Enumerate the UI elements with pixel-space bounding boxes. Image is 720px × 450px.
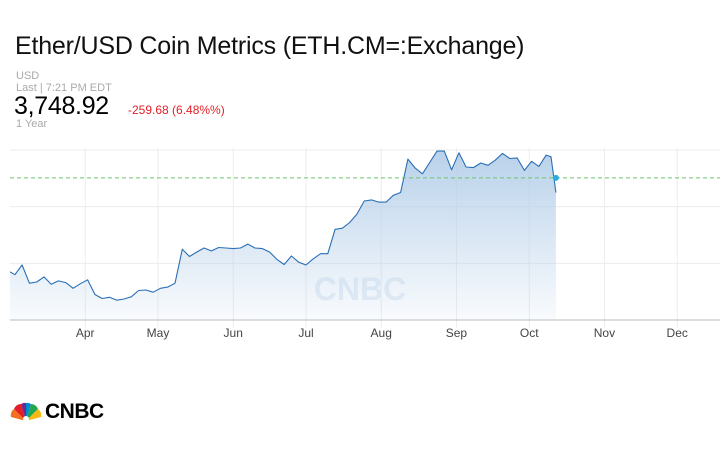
currency-label: USD	[16, 70, 40, 82]
price-area	[10, 151, 556, 320]
x-tick-label: Oct	[520, 326, 539, 340]
cnbc-logo-text: CNBC	[45, 400, 104, 423]
cnbc-logo: CNBC	[10, 400, 104, 424]
x-tick-label: May	[147, 326, 170, 340]
last-price: 3,748.92	[14, 92, 109, 120]
x-tick-label: Jul	[298, 326, 313, 340]
x-tick-label: Aug	[371, 326, 392, 340]
x-tick-label: Sep	[446, 326, 468, 340]
price-change: -259.68 (6.48%%)	[128, 103, 225, 117]
chart-title: Ether/USD Coin Metrics (ETH.CM=:Exchange…	[15, 32, 525, 60]
peacock-icon	[10, 402, 42, 422]
current-value-dot	[552, 174, 559, 181]
last-updated-label: Last | 7:21 PM EDT	[16, 82, 112, 94]
x-tick-label: Jun	[224, 326, 243, 340]
time-range-label: 1 Year	[16, 118, 48, 130]
price-line	[9, 150, 557, 301]
x-tick-label: Nov	[594, 326, 615, 340]
x-tick-label: Dec	[667, 326, 688, 340]
x-tick-label: Apr	[76, 326, 95, 340]
